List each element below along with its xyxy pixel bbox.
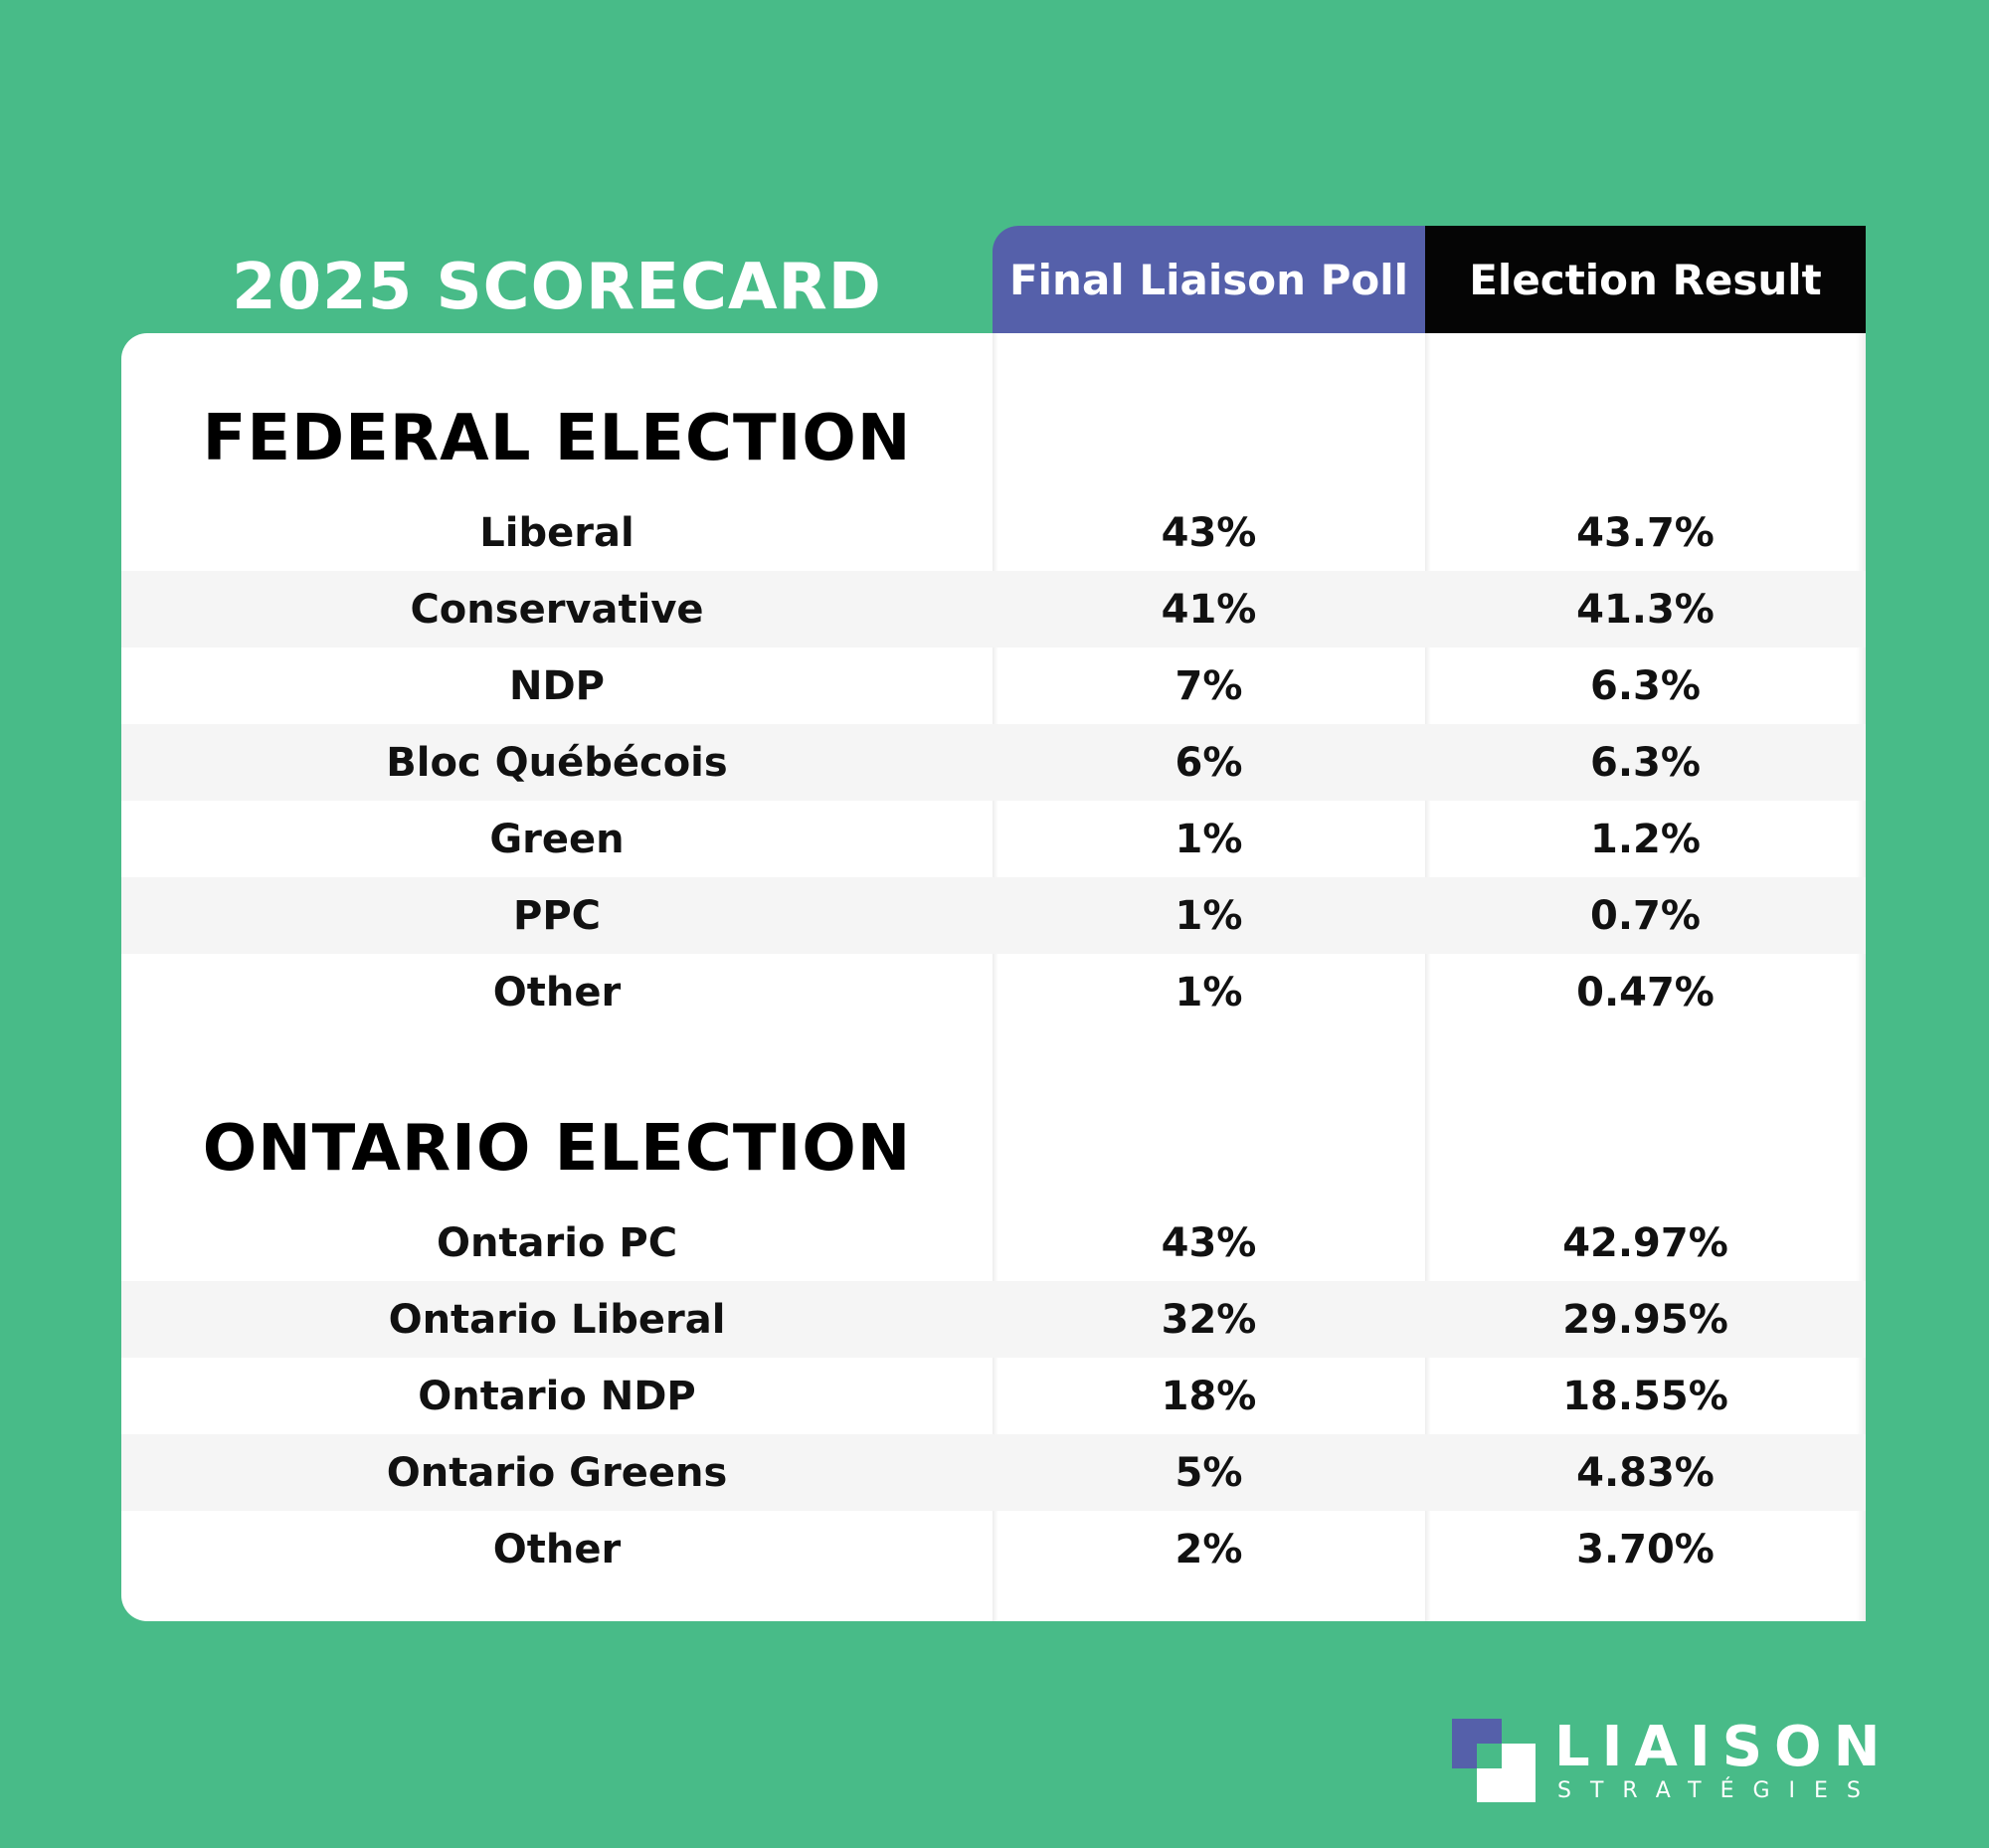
result-cell: 18.55% [1562, 1373, 1728, 1419]
party-cell: Other [492, 1526, 622, 1572]
table-row: NDP 7% 6.3% [121, 647, 1866, 724]
result-cell: 42.97% [1562, 1219, 1728, 1266]
poll-cell: 6% [1175, 739, 1243, 786]
table-row: Other 2% 3.70% [121, 1511, 1866, 1587]
logo-tagline: STRATÉGIES [1557, 1778, 1880, 1803]
result-cell: 4.83% [1576, 1449, 1715, 1496]
table-row: Liberal 43% 43.7% [121, 494, 1866, 571]
poll-cell: 41% [1161, 586, 1257, 633]
poll-cell: 1% [1175, 969, 1243, 1016]
table-row: Ontario NDP 18% 18.55% [121, 1358, 1866, 1434]
column-divider [993, 333, 998, 1621]
table-row: PPC 1% 0.7% [121, 877, 1866, 954]
page-title: 2025 SCORECARD [232, 251, 882, 324]
logo-wordmark: LIAISON [1554, 1715, 1893, 1779]
result-cell: 0.7% [1590, 892, 1701, 939]
poll-cell: 18% [1161, 1373, 1257, 1419]
poll-cell: 5% [1175, 1449, 1243, 1496]
party-cell: NDP [509, 662, 605, 709]
party-cell: Green [489, 816, 625, 862]
section-heading-federal: FEDERAL ELECTION [202, 402, 912, 475]
poll-cell: 32% [1161, 1296, 1257, 1343]
table-row: Ontario Liberal 32% 29.95% [121, 1281, 1866, 1358]
logo-mark-icon [1452, 1719, 1536, 1802]
table-row: Ontario PC 43% 42.97% [121, 1204, 1866, 1281]
scorecard-table: FEDERAL ELECTION Liberal 43% 43.7% Conserva… [121, 333, 1866, 1621]
table-row: Green 1% 1.2% [121, 801, 1866, 877]
column-header-result: Election Result [1425, 226, 1866, 333]
liaison-logo: LIAISON STRATÉGIES [1452, 1719, 1881, 1803]
section-heading-ontario: ONTARIO ELECTION [202, 1112, 912, 1186]
result-cell: 0.47% [1576, 969, 1715, 1016]
result-cell: 43.7% [1576, 509, 1715, 556]
result-cell: 41.3% [1576, 586, 1715, 633]
table-row: Conservative 41% 41.3% [121, 571, 1866, 647]
party-cell: Ontario Greens [386, 1449, 728, 1496]
party-cell: Bloc Québécois [386, 739, 728, 786]
result-cell: 6.3% [1590, 662, 1701, 709]
party-cell: Liberal [479, 509, 634, 556]
result-cell: 29.95% [1562, 1296, 1728, 1343]
party-cell: PPC [513, 892, 601, 939]
column-edge [1856, 333, 1866, 1621]
table-row: Bloc Québécois 6% 6.3% [121, 724, 1866, 801]
party-cell: Ontario NDP [418, 1373, 696, 1419]
party-cell: Other [492, 969, 622, 1016]
table-row: Other 1% 0.47% [121, 954, 1866, 1030]
result-cell: 1.2% [1590, 816, 1701, 862]
poll-cell: 1% [1175, 892, 1243, 939]
column-divider [1425, 333, 1431, 1621]
party-cell: Ontario Liberal [388, 1296, 726, 1343]
poll-cell: 7% [1175, 662, 1243, 709]
party-cell: Ontario PC [436, 1219, 678, 1266]
party-cell: Conservative [410, 586, 704, 633]
poll-cell: 43% [1161, 1219, 1257, 1266]
column-header-poll: Final Liaison Poll [993, 226, 1425, 333]
result-cell: 6.3% [1590, 739, 1701, 786]
poll-cell: 1% [1175, 816, 1243, 862]
poll-cell: 43% [1161, 509, 1257, 556]
poll-cell: 2% [1175, 1526, 1243, 1572]
result-cell: 3.70% [1576, 1526, 1715, 1572]
table-row: Ontario Greens 5% 4.83% [121, 1434, 1866, 1511]
